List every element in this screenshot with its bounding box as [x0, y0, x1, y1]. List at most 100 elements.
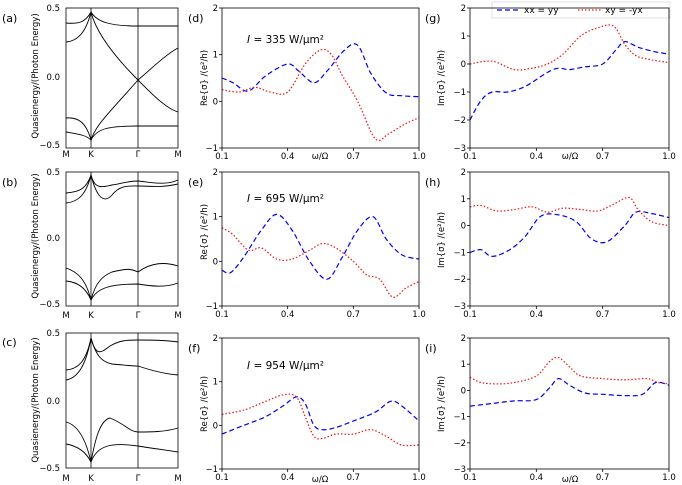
- panel-g-ytick: −1: [453, 88, 466, 98]
- panel-a-ylabel: Quasienergy/(Photon Energy): [31, 13, 41, 138]
- panel-h-xticks: 0.1 0.4 0.7 1.0: [463, 306, 676, 320]
- band-line: [65, 173, 179, 204]
- panel-label-c: (c): [2, 336, 17, 349]
- panel-g-xtick: 1.0: [662, 152, 676, 162]
- panel-d-annotation-value: = 335 W/μm²: [250, 34, 324, 46]
- panel-d-ytick: 1: [213, 51, 218, 61]
- panel-g-ytick: −3: [453, 144, 466, 154]
- panel-e-xtick: 1.0: [412, 310, 426, 320]
- panel-e-xticks: 0.1 0.4 0.7 1.0: [215, 306, 426, 320]
- panel-i-xticks: 0.1 0.4 0.7 1.0: [463, 469, 676, 483]
- panel-i-xtick: 0.1: [463, 473, 477, 483]
- panel-i-xtick: 0.4: [530, 473, 544, 483]
- panel-c-xtick-gamma: Γ: [136, 474, 141, 484]
- panel-h-xtick: 1.0: [662, 310, 676, 320]
- panel-g-curves: [469, 24, 670, 121]
- panel-i-ytick: 0: [461, 386, 466, 396]
- panel-f-xtick: 0.7: [347, 473, 361, 483]
- series-xx-line: [469, 377, 670, 407]
- panel-g-xtick: 0.4: [530, 152, 544, 162]
- panel-label-a: (a): [2, 12, 17, 25]
- panel-f-ytick: 2: [213, 334, 218, 344]
- panel-h-xtick: 0.7: [596, 310, 610, 320]
- panel-e-ytick: −1: [205, 302, 218, 312]
- series-xy-line: [221, 48, 420, 142]
- panel-e-annotation-symbol: I: [247, 193, 250, 205]
- panel-e-annotation: I = 695 W/μm²: [247, 193, 324, 205]
- series-xy-line: [469, 196, 670, 227]
- panel-e-xtick: 0.7: [347, 310, 361, 320]
- panel-a-xtick-m2: M: [174, 150, 181, 160]
- legend-box: [491, 1, 671, 19]
- panel-e-xtick: 0.4: [281, 310, 295, 320]
- panel-b-ylabel: Quasienergy/(Photon Energy): [31, 173, 41, 298]
- panel-i-ytick: −1: [453, 413, 466, 423]
- panel-label-b: (b): [2, 176, 18, 189]
- panel-i-yticks: 2 1 0 −1 −2 −3: [453, 334, 470, 475]
- band-line: [65, 173, 179, 200]
- panel-e-frame: [221, 171, 420, 307]
- panel-e-ytick: 1: [213, 213, 218, 223]
- band-line: [65, 280, 179, 302]
- band-line: [65, 263, 179, 301]
- series-xx-line: [221, 396, 420, 435]
- panel-g-xtick: 0.7: [596, 152, 610, 162]
- panel-h: (h) Im{σ} /(e²/h) 2 1 0 −1 −2 −3 0.1 0.4…: [425, 168, 676, 320]
- series-xx-line: [469, 210, 670, 258]
- panel-e: (e) Re{σ} /(e²/h) I = 695 W/μm² 2 1 0 −1…: [188, 168, 426, 320]
- panel-label-e: (e): [188, 176, 203, 189]
- panel-c: (c) Quasienergy/(Photon Energy) 0.5 0.0 …: [2, 329, 182, 484]
- panel-f-frame: [221, 337, 420, 470]
- panel-f-xtick: 0.1: [215, 473, 229, 483]
- panel-a-bands: [65, 11, 179, 142]
- series-xx-line: [221, 213, 420, 280]
- panel-c-xtick-k: K: [88, 474, 94, 484]
- panel-g-ytick: 2: [461, 4, 466, 14]
- panel-b-xtick-k: K: [88, 311, 94, 321]
- panel-e-ytick: 2: [213, 168, 218, 178]
- panel-e-ylabel: Re{σ} /(e²/h): [200, 204, 210, 260]
- panel-g-frame: [469, 7, 670, 149]
- panel-c-ytick-mid: 0.0: [46, 397, 60, 407]
- series-xy-line: [469, 356, 670, 385]
- panel-a-ytick-mid: 0.0: [46, 73, 60, 83]
- series-xy-line: [221, 393, 420, 447]
- band-line: [65, 337, 179, 381]
- panel-d-annotation-symbol: I: [247, 34, 250, 46]
- panel-a-xtick-m1: M: [62, 150, 69, 160]
- panel-f-annotation-symbol: I: [247, 360, 250, 372]
- panel-h-ytick: −1: [453, 248, 466, 258]
- panel-f-xtick: 0.4: [281, 473, 295, 483]
- band-line: [65, 125, 178, 141]
- panel-c-frame: [65, 332, 179, 469]
- panel-b-bands: [65, 173, 179, 302]
- panel-h-yticks: 2 1 0 −1 −2 −3: [453, 168, 470, 312]
- panel-h-ytick: 2: [461, 168, 466, 178]
- panel-f-yticks: 2 1 0 −1: [205, 334, 222, 475]
- panel-i: (i) Im{σ} /(e²/h) 2 1 0 −1 −2 −3 0.1 0.4…: [425, 334, 676, 485]
- panel-label-d: (d): [188, 12, 204, 25]
- panel-g-yticks: 2 1 0 −1 −2 −3: [453, 4, 470, 154]
- panel-d-ylabel: Re{σ} /(e²/h): [200, 50, 210, 106]
- panel-label-g: (g): [425, 12, 441, 25]
- panel-b-ytick-mid: 0.0: [46, 234, 60, 244]
- panel-i-frame: [469, 337, 670, 470]
- panel-i-xtick: 1.0: [662, 473, 676, 483]
- panel-g: (g) Im{σ} /(e²/h) 2 1 0 −1 −2 −3 0.1 0.4…: [425, 4, 676, 162]
- band-line: [65, 417, 179, 463]
- panel-f-ylabel: Re{σ} /(e²/h): [200, 376, 210, 432]
- panel-d-curves: [221, 43, 420, 142]
- panel-f-xticks: 0.1 0.4 0.7 1.0: [215, 469, 426, 483]
- panel-e-curves: [221, 213, 420, 298]
- series-xy-line: [469, 24, 670, 71]
- legend-xy-label: xy = -yx: [605, 6, 643, 16]
- panel-f-ytick: 1: [213, 378, 218, 388]
- panel-h-ytick: −2: [453, 275, 466, 285]
- series-xx-line: [469, 40, 670, 121]
- panel-b-frame: [65, 171, 179, 307]
- panel-a-xtick-k: K: [88, 150, 94, 160]
- panel-c-xtick-m1: M: [62, 474, 69, 484]
- panel-f-xtick: 1.0: [412, 473, 426, 483]
- panel-h-ytick: 0: [461, 222, 466, 232]
